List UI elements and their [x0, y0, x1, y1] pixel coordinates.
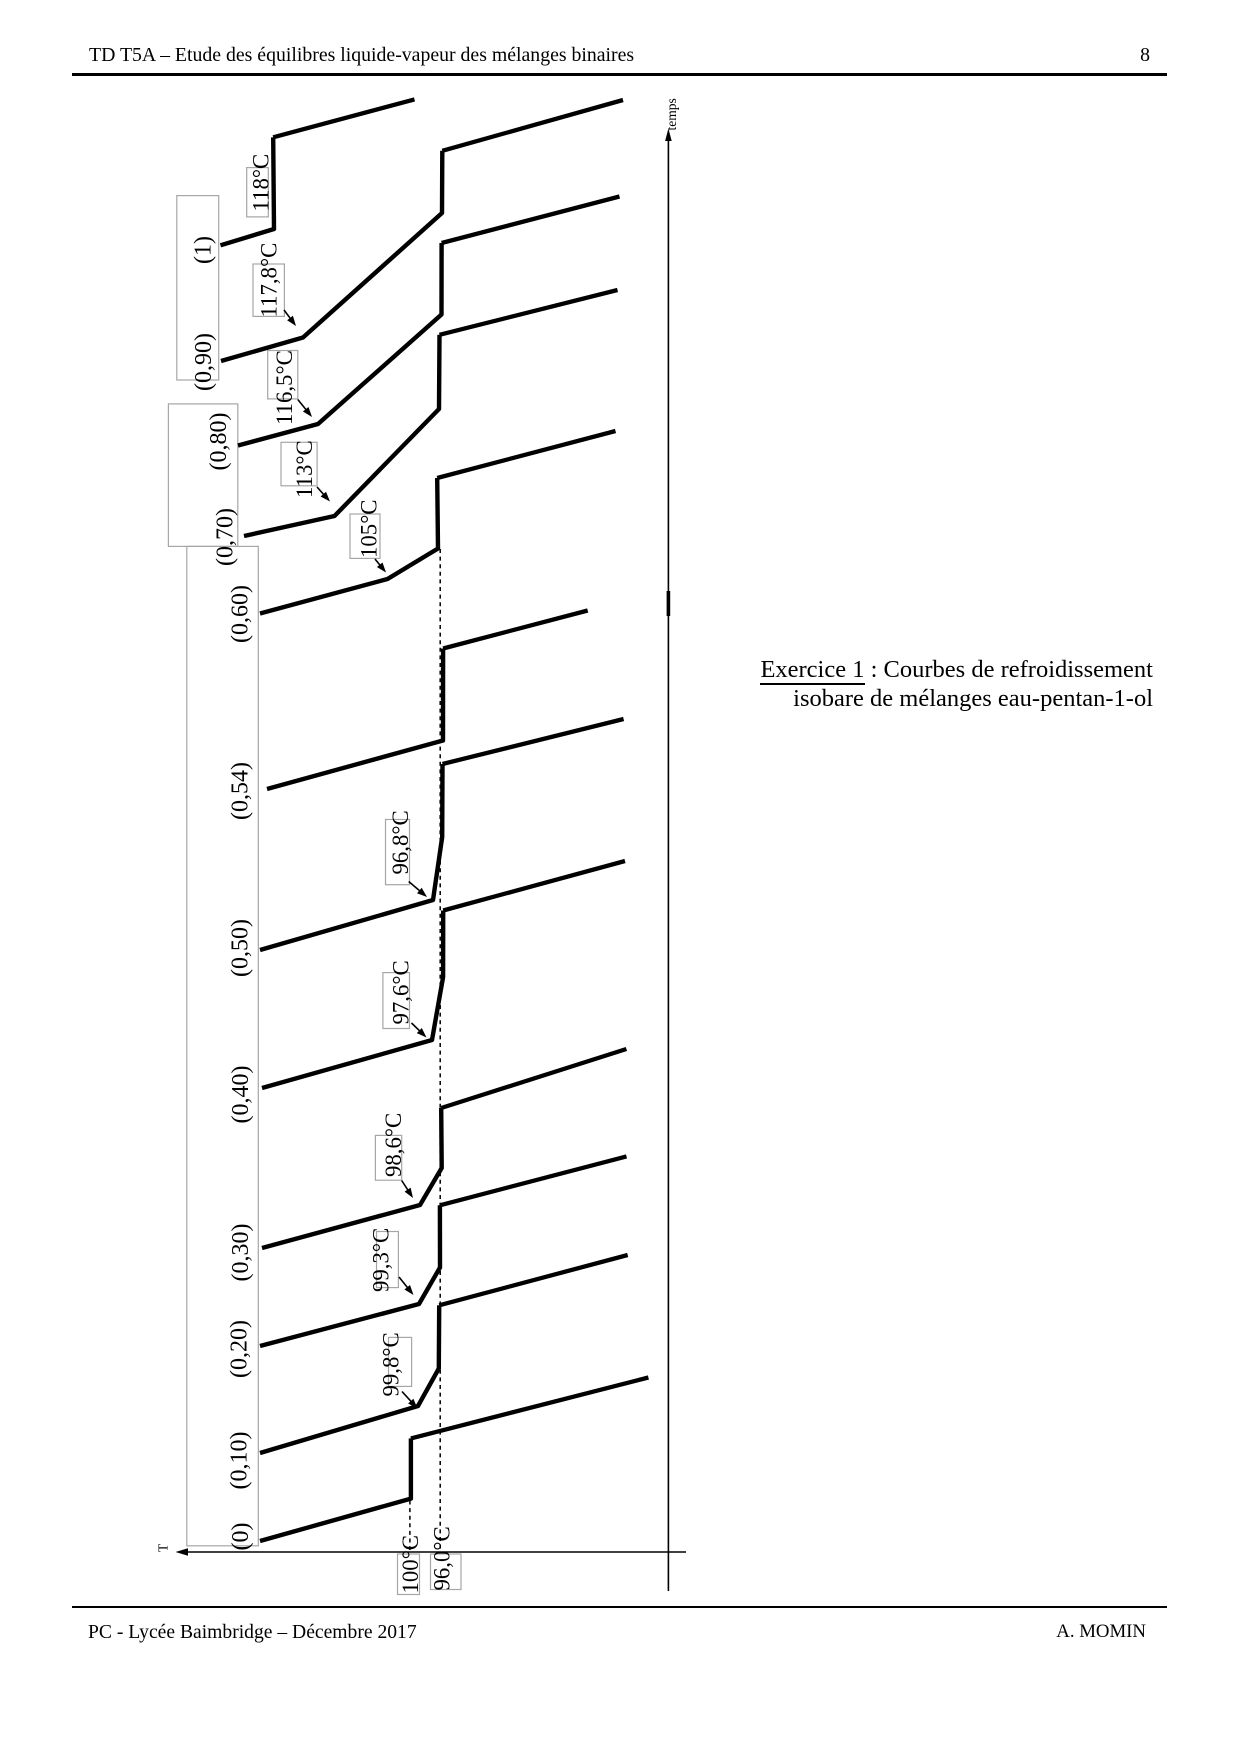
svg-text:(0,80): (0,80)	[206, 413, 232, 471]
svg-text:(0,50): (0,50)	[228, 919, 254, 977]
svg-text:(0,70): (0,70)	[213, 508, 239, 566]
svg-text:98,6°C: 98,6°C	[381, 1113, 406, 1177]
svg-text:(0,20): (0,20)	[227, 1320, 253, 1378]
svg-text:(0,40): (0,40)	[228, 1066, 254, 1124]
svg-text:99,8°C: 99,8°C	[379, 1332, 404, 1396]
svg-text:(0,10): (0,10)	[227, 1432, 253, 1490]
svg-text:97,6°C: 97,6°C	[389, 960, 414, 1024]
svg-text:temps: temps	[664, 98, 679, 130]
svg-text:(0,30): (0,30)	[228, 1224, 254, 1282]
svg-text:105°C: 105°C	[357, 499, 382, 558]
svg-text:(0,90): (0,90)	[191, 333, 217, 391]
svg-text:116,5°C: 116,5°C	[272, 350, 297, 425]
svg-text:(0,60): (0,60)	[228, 585, 254, 643]
svg-text:113°C: 113°C	[292, 440, 317, 498]
svg-text:(0,54): (0,54)	[228, 762, 254, 820]
svg-text:118°C: 118°C	[248, 154, 273, 212]
svg-text:(0): (0)	[228, 1523, 254, 1551]
svg-text:99,3°C: 99,3°C	[369, 1228, 394, 1292]
svg-text:96,0°C: 96,0°C	[430, 1526, 455, 1590]
svg-text:(1): (1)	[191, 236, 217, 264]
svg-text:T: T	[156, 1543, 171, 1552]
svg-text:117,8°C: 117,8°C	[257, 243, 282, 318]
svg-text:100°C: 100°C	[398, 1535, 423, 1594]
svg-text:96,8°C: 96,8°C	[388, 810, 413, 874]
